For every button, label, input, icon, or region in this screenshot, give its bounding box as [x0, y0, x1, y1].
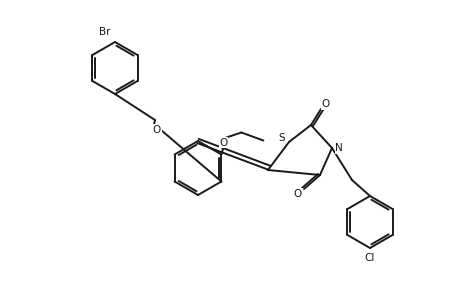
Text: O: O [321, 99, 330, 109]
Text: O: O [219, 137, 227, 148]
Text: Cl: Cl [364, 253, 375, 263]
Text: Br: Br [99, 27, 111, 37]
Text: O: O [293, 189, 302, 199]
Text: O: O [152, 125, 161, 135]
Text: S: S [278, 133, 285, 143]
Text: N: N [335, 143, 342, 153]
